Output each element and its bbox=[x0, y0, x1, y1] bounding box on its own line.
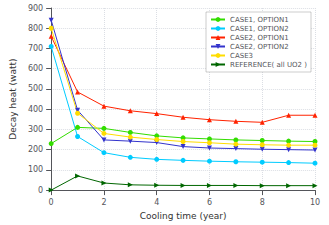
svg-text:2: 2 bbox=[101, 198, 106, 207]
svg-text:8: 8 bbox=[260, 198, 265, 207]
svg-text:600: 600 bbox=[28, 64, 43, 73]
svg-text:CASE2, OPTION1: CASE2, OPTION1 bbox=[230, 34, 289, 42]
svg-text:700: 700 bbox=[28, 44, 43, 53]
svg-text:6: 6 bbox=[207, 198, 212, 207]
svg-text:0: 0 bbox=[38, 186, 43, 195]
svg-text:400: 400 bbox=[28, 105, 43, 114]
svg-text:Cooling time (year): Cooling time (year) bbox=[140, 211, 227, 221]
svg-text:CASE1, OPTION2: CASE1, OPTION2 bbox=[230, 25, 289, 33]
svg-text:800: 800 bbox=[28, 24, 43, 33]
svg-text:10: 10 bbox=[310, 198, 320, 207]
svg-text:100: 100 bbox=[28, 165, 43, 174]
svg-text:REFERENCE( all UO2 ): REFERENCE( all UO2 ) bbox=[230, 61, 307, 69]
svg-text:200: 200 bbox=[28, 145, 43, 154]
svg-text:300: 300 bbox=[28, 125, 43, 134]
svg-text:CASE1, OPTION1: CASE1, OPTION1 bbox=[230, 16, 289, 24]
svg-text:CASE2, OPTION2: CASE2, OPTION2 bbox=[230, 43, 289, 51]
svg-text:4: 4 bbox=[154, 198, 159, 207]
svg-text:0: 0 bbox=[49, 198, 54, 207]
svg-text:CASE3: CASE3 bbox=[230, 52, 253, 60]
svg-text:500: 500 bbox=[28, 84, 43, 93]
svg-text:900: 900 bbox=[28, 4, 43, 13]
svg-text:Decay heat (watt): Decay heat (watt) bbox=[8, 58, 18, 139]
